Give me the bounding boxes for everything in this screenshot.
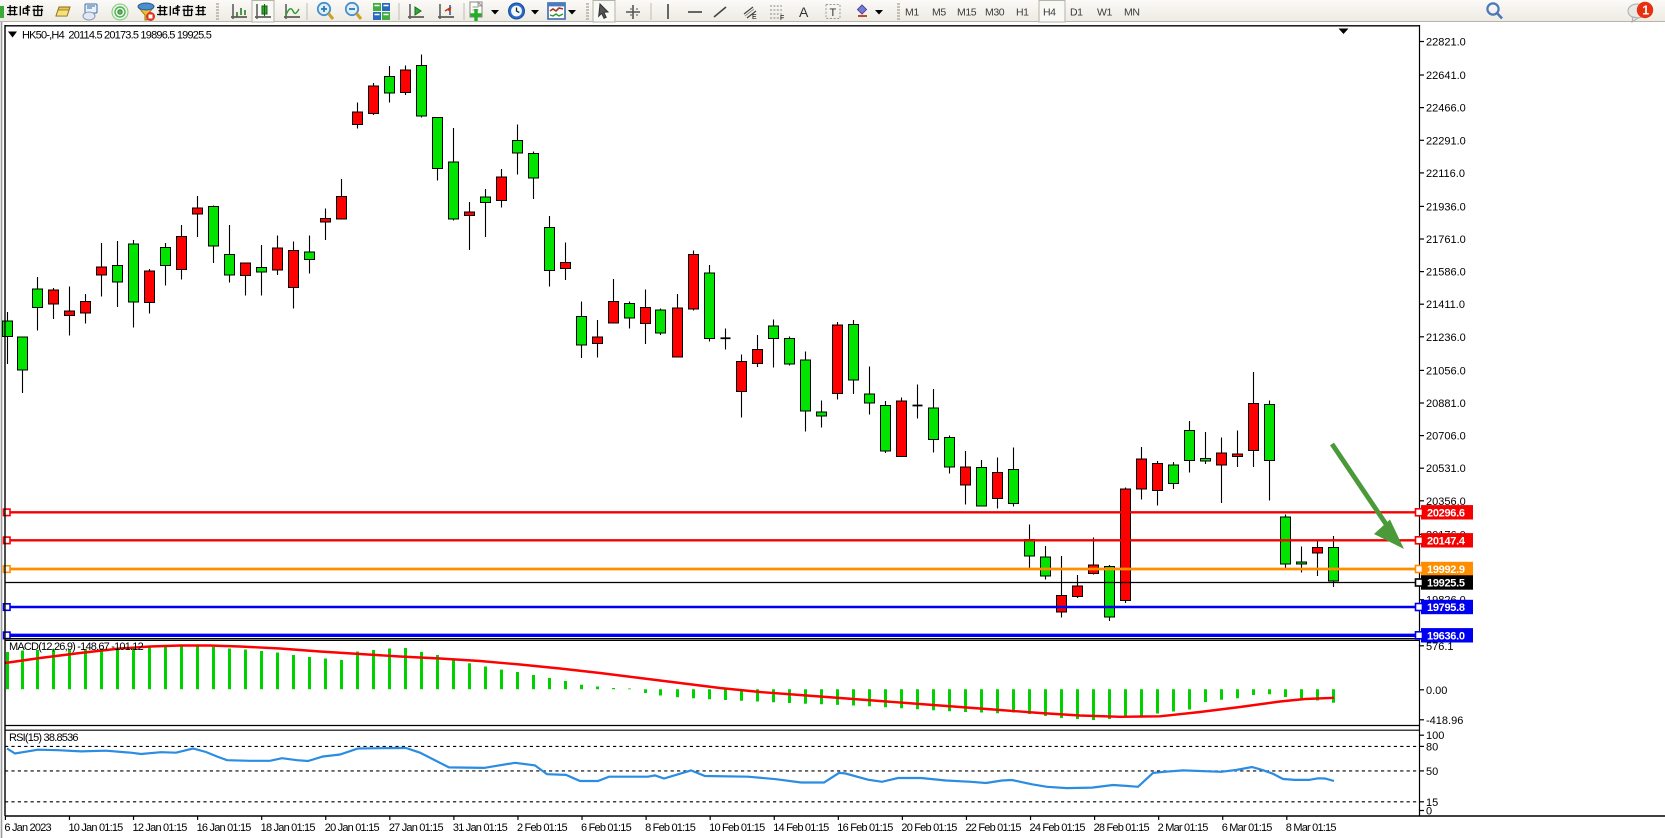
svg-text:H4: H4 (1043, 7, 1056, 19)
svg-text:D1: D1 (1070, 7, 1083, 19)
svg-text:E: E (752, 14, 757, 21)
svg-text:2 Feb 01:15: 2 Feb 01:15 (517, 822, 568, 834)
svg-text:16 Feb 01:15: 16 Feb 01:15 (837, 822, 893, 834)
svg-text:M5: M5 (932, 7, 946, 19)
svg-text:-418.96: -418.96 (1426, 715, 1463, 727)
svg-text:20881.0: 20881.0 (1426, 398, 1466, 410)
svg-text:19992.9: 19992.9 (1427, 564, 1465, 576)
svg-text:19925.5: 19925.5 (1427, 578, 1465, 590)
svg-text:20706.0: 20706.0 (1426, 431, 1466, 443)
svg-text:T: T (830, 7, 837, 19)
svg-text:21236.0: 21236.0 (1426, 332, 1466, 344)
svg-text:20356.0: 20356.0 (1426, 496, 1466, 508)
svg-text:6 Jan 2023: 6 Jan 2023 (4, 822, 51, 834)
svg-text:19636.0: 19636.0 (1427, 631, 1465, 643)
svg-text:22116.0: 22116.0 (1426, 168, 1465, 180)
svg-text:16 Jan 01:15: 16 Jan 01:15 (197, 822, 252, 834)
svg-text:15: 15 (1426, 797, 1438, 809)
svg-text:20296.6: 20296.6 (1427, 508, 1465, 520)
svg-text:6 Mar 01:15: 6 Mar 01:15 (1222, 822, 1273, 834)
svg-text:M1: M1 (905, 7, 919, 19)
svg-text:22466.0: 22466.0 (1426, 103, 1466, 115)
svg-text:50: 50 (1426, 766, 1438, 778)
svg-text:M30: M30 (985, 7, 1005, 19)
svg-text:576.1: 576.1 (1426, 641, 1454, 653)
svg-text:6 Feb 01:15: 6 Feb 01:15 (581, 822, 632, 834)
svg-text:1: 1 (1642, 4, 1649, 18)
svg-text:MN: MN (1124, 7, 1140, 19)
svg-text:21056.0: 21056.0 (1426, 365, 1466, 377)
svg-text:22641.0: 22641.0 (1426, 70, 1466, 82)
svg-text:20531.0: 20531.0 (1426, 463, 1466, 475)
svg-text:8 Mar 01:15: 8 Mar 01:15 (1286, 822, 1337, 834)
svg-text:W1: W1 (1097, 7, 1113, 19)
svg-text:RSI(15) 38.8536: RSI(15) 38.8536 (9, 732, 78, 744)
svg-text:100: 100 (1426, 730, 1444, 742)
svg-text:10 Feb 01:15: 10 Feb 01:15 (709, 822, 765, 834)
svg-text:20 Jan 01:15: 20 Jan 01:15 (325, 822, 380, 834)
svg-text:0: 0 (1426, 806, 1432, 818)
svg-text:31 Jan 01:15: 31 Jan 01:15 (453, 822, 508, 834)
svg-text:19795.8: 19795.8 (1427, 602, 1465, 614)
svg-text:22 Feb 01:15: 22 Feb 01:15 (965, 822, 1021, 834)
svg-text:20147.4: 20147.4 (1427, 536, 1466, 548)
svg-text:27 Jan 01:15: 27 Jan 01:15 (389, 822, 444, 834)
svg-text:A: A (799, 4, 809, 20)
svg-text:2 Mar 01:15: 2 Mar 01:15 (1158, 822, 1209, 834)
svg-text:MACD(12,26,9) -148.67 -101.12: MACD(12,26,9) -148.67 -101.12 (9, 641, 144, 653)
svg-text:24 Feb 01:15: 24 Feb 01:15 (1030, 822, 1086, 834)
svg-text:F: F (780, 15, 784, 22)
svg-text:22291.0: 22291.0 (1426, 135, 1466, 147)
svg-text:21411.0: 21411.0 (1426, 299, 1465, 311)
svg-text:80: 80 (1426, 741, 1438, 753)
svg-text:21761.0: 21761.0 (1426, 234, 1466, 246)
svg-text:0.00: 0.00 (1426, 685, 1447, 697)
svg-text:21586.0: 21586.0 (1426, 267, 1466, 279)
svg-text:20 Feb 01:15: 20 Feb 01:15 (901, 822, 957, 834)
svg-text:14 Feb 01:15: 14 Feb 01:15 (773, 822, 829, 834)
svg-text:22821.0: 22821.0 (1426, 37, 1466, 49)
svg-text:18 Jan 01:15: 18 Jan 01:15 (261, 822, 316, 834)
svg-text:28 Feb 01:15: 28 Feb 01:15 (1094, 822, 1150, 834)
svg-text:8 Feb 01:15: 8 Feb 01:15 (645, 822, 696, 834)
svg-text:M15: M15 (957, 7, 977, 19)
svg-text:HK50-,H4 20114.5 20173.5 1989: HK50-,H4 20114.5 20173.5 19896.5 19925.5 (22, 30, 212, 42)
svg-text:H1: H1 (1016, 7, 1029, 19)
svg-text:12 Jan 01:15: 12 Jan 01:15 (133, 822, 188, 834)
svg-text:10 Jan 01:15: 10 Jan 01:15 (68, 822, 123, 834)
svg-text:21936.0: 21936.0 (1426, 201, 1466, 213)
